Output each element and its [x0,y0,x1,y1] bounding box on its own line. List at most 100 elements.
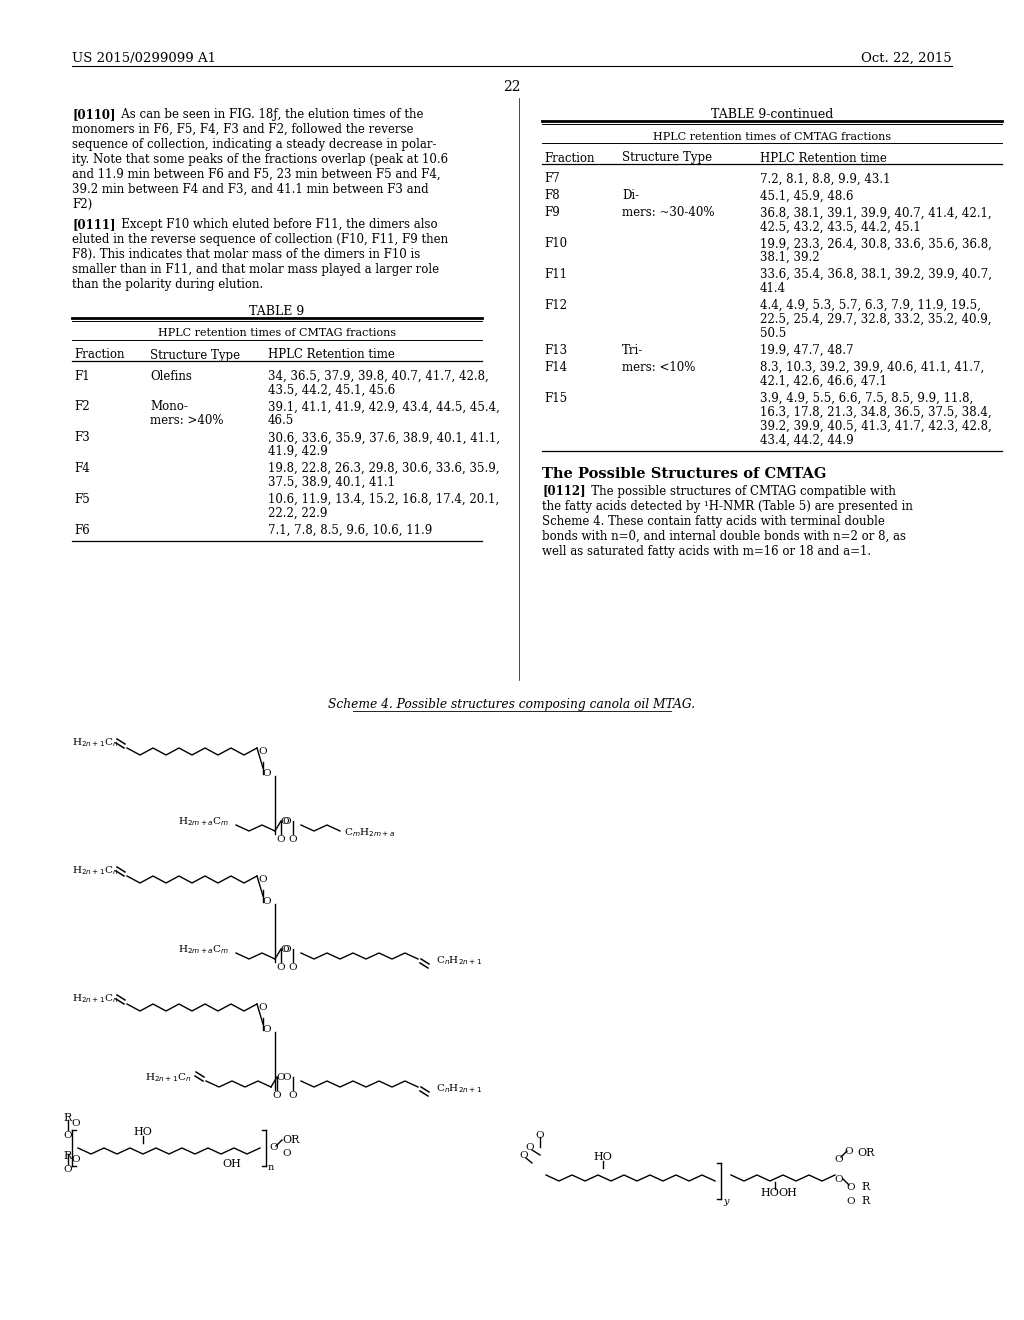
Text: O: O [847,1196,855,1205]
Text: mers: <10%: mers: <10% [622,360,695,374]
Text: O: O [281,945,290,953]
Text: than the polarity during elution.: than the polarity during elution. [72,279,263,290]
Text: Except F10 which eluted before F11, the dimers also: Except F10 which eluted before F11, the … [110,218,437,231]
Text: 38.1, 39.2: 38.1, 39.2 [760,251,819,264]
Text: 10.6, 11.9, 13.4, 15.2, 16.8, 17.4, 20.1,: 10.6, 11.9, 13.4, 15.2, 16.8, 17.4, 20.1… [268,494,499,506]
Text: O: O [289,1092,297,1101]
Text: mers: ~30-40%: mers: ~30-40% [622,206,715,219]
Text: R: R [861,1181,869,1192]
Text: y: y [723,1196,728,1205]
Text: Scheme 4. Possible structures composing canola oil MTAG.: Scheme 4. Possible structures composing … [329,698,695,711]
Text: O: O [276,1072,286,1081]
Text: 33.6, 35.4, 36.8, 38.1, 39.2, 39.9, 40.7,: 33.6, 35.4, 36.8, 38.1, 39.2, 39.9, 40.7… [760,268,992,281]
Text: O: O [520,1151,528,1159]
Text: O: O [63,1166,73,1175]
Text: O: O [845,1147,853,1155]
Text: O: O [525,1143,535,1151]
Text: HO: HO [133,1127,153,1137]
Text: F2): F2) [72,198,92,211]
Text: [0111]: [0111] [72,218,116,231]
Text: O: O [259,747,267,756]
Text: Scheme 4. These contain fatty acids with terminal double: Scheme 4. These contain fatty acids with… [542,515,885,528]
Text: F5: F5 [74,494,90,506]
Text: OH: OH [222,1159,242,1170]
Text: 43.5, 44.2, 45.1, 45.6: 43.5, 44.2, 45.1, 45.6 [268,383,395,396]
Text: O: O [283,945,291,953]
Text: H$_{2n+1}$C$_n$: H$_{2n+1}$C$_n$ [72,865,119,878]
Text: ity. Note that some peaks of the fractions overlap (peak at 10.6: ity. Note that some peaks of the fractio… [72,153,449,166]
Text: As can be seen in FIG. 18ƒ, the elution times of the: As can be seen in FIG. 18ƒ, the elution … [110,108,424,121]
Text: HPLC retention times of CMTAG fractions: HPLC retention times of CMTAG fractions [653,132,891,141]
Text: 8.3, 10.3, 39.2, 39.9, 40.6, 41.1, 41.7,: 8.3, 10.3, 39.2, 39.9, 40.6, 41.1, 41.7, [760,360,984,374]
Text: 41.4: 41.4 [760,282,786,296]
Text: F11: F11 [544,268,567,281]
Text: F1: F1 [74,370,90,383]
Text: Structure Type: Structure Type [622,152,712,165]
Text: F4: F4 [74,462,90,475]
Text: OR: OR [282,1135,299,1144]
Text: O: O [289,964,297,973]
Text: HPLC Retention time: HPLC Retention time [760,152,887,165]
Text: well as saturated fatty acids with m=16 or 18 and a=1.: well as saturated fatty acids with m=16 … [542,545,871,557]
Text: HPLC retention times of CMTAG fractions: HPLC retention times of CMTAG fractions [158,329,396,338]
Text: H$_{2n+1}$C$_n$: H$_{2n+1}$C$_n$ [72,737,119,750]
Text: Fraction: Fraction [74,348,125,362]
Text: and 11.9 min between F6 and F5, 23 min between F5 and F4,: and 11.9 min between F6 and F5, 23 min b… [72,168,440,181]
Text: Olefins: Olefins [150,370,191,383]
Text: Di-: Di- [622,190,639,202]
Text: eluted in the reverse sequence of collection (F10, F11, F9 then: eluted in the reverse sequence of collec… [72,234,449,246]
Text: The Possible Structures of CMTAG: The Possible Structures of CMTAG [542,466,826,480]
Text: 22: 22 [503,81,521,94]
Text: F2: F2 [74,400,90,413]
Text: O: O [272,1092,282,1101]
Text: HO: HO [761,1188,779,1199]
Text: R: R [63,1151,72,1162]
Text: US 2015/0299099 A1: US 2015/0299099 A1 [72,51,216,65]
Text: R: R [861,1196,869,1206]
Text: Structure Type: Structure Type [150,348,240,362]
Text: O: O [72,1155,80,1164]
Text: [0110]: [0110] [72,108,116,121]
Text: 36.8, 38.1, 39.1, 39.9, 40.7, 41.4, 42.1,: 36.8, 38.1, 39.1, 39.9, 40.7, 41.4, 42.1… [760,206,991,219]
Text: F7: F7 [544,173,560,186]
Text: 34, 36.5, 37.9, 39.8, 40.7, 41.7, 42.8,: 34, 36.5, 37.9, 39.8, 40.7, 41.7, 42.8, [268,370,488,383]
Text: 39.2, 39.9, 40.5, 41.3, 41.7, 42.3, 42.8,: 39.2, 39.9, 40.5, 41.3, 41.7, 42.3, 42.8… [760,420,992,433]
Text: O: O [276,964,286,973]
Text: O: O [835,1175,844,1184]
Text: HO: HO [594,1152,612,1162]
Text: OH: OH [778,1188,798,1199]
Text: O: O [259,1003,267,1012]
Text: O: O [835,1155,844,1163]
Text: OR: OR [857,1148,874,1158]
Text: 37.5, 38.9, 40.1, 41.1: 37.5, 38.9, 40.1, 41.1 [268,477,395,490]
Text: Mono-: Mono- [150,400,187,413]
Text: 41.9, 42.9: 41.9, 42.9 [268,445,328,458]
Text: O: O [269,1143,279,1152]
Text: O: O [289,836,297,845]
Text: 50.5: 50.5 [760,327,786,341]
Text: TABLE 9: TABLE 9 [250,305,304,318]
Text: 45.1, 45.9, 48.6: 45.1, 45.9, 48.6 [760,190,853,202]
Text: C$_n$H$_{2n+1}$: C$_n$H$_{2n+1}$ [436,954,482,968]
Text: n: n [268,1163,274,1172]
Text: F8: F8 [544,190,560,202]
Text: 46.5: 46.5 [268,414,294,428]
Text: O: O [263,770,271,779]
Text: 22.2, 22.9: 22.2, 22.9 [268,507,328,520]
Text: the fatty acids detected by ¹H-NMR (Table 5) are presented in: the fatty acids detected by ¹H-NMR (Tabl… [542,499,912,512]
Text: 39.1, 41.1, 41.9, 42.9, 43.4, 44.5, 45.4,: 39.1, 41.1, 41.9, 42.9, 43.4, 44.5, 45.4… [268,400,500,413]
Text: O: O [63,1131,73,1140]
Text: H$_{2m+a}$C$_m$: H$_{2m+a}$C$_m$ [178,816,229,829]
Text: C$_m$H$_{2m+a}$: C$_m$H$_{2m+a}$ [344,826,395,840]
Text: Fraction: Fraction [544,152,595,165]
Text: 16.3, 17.8, 21.3, 34.8, 36.5, 37.5, 38.4,: 16.3, 17.8, 21.3, 34.8, 36.5, 37.5, 38.4… [760,405,991,418]
Text: F10: F10 [544,238,567,251]
Text: F12: F12 [544,300,567,312]
Text: O: O [282,1150,291,1159]
Text: [0112]: [0112] [542,484,586,498]
Text: O: O [283,1072,291,1081]
Text: O: O [283,817,291,825]
Text: sequence of collection, indicating a steady decrease in polar-: sequence of collection, indicating a ste… [72,139,436,150]
Text: F14: F14 [544,360,567,374]
Text: F15: F15 [544,392,567,405]
